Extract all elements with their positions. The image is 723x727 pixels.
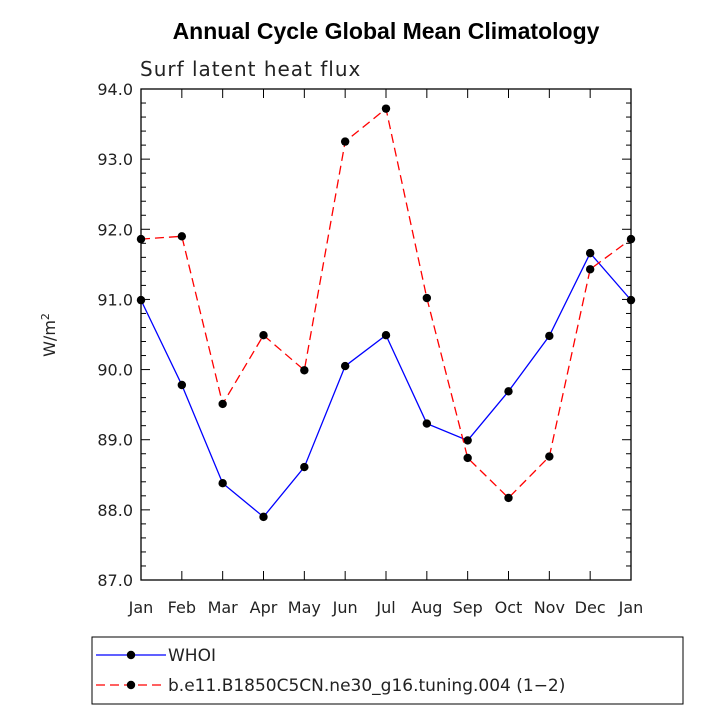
series-2-point-3	[218, 399, 227, 409]
series-2-point-12	[585, 265, 595, 274]
series-1-point-10	[504, 387, 513, 396]
series-2-point-4	[259, 331, 268, 340]
series-1-point-13	[626, 295, 636, 305]
series-1-point-6	[340, 361, 350, 371]
y-tick-label: 92.0	[97, 220, 133, 239]
series-2-point-1	[136, 234, 146, 244]
series-line-1	[140, 251, 632, 518]
chart-title: Annual Cycle Global Mean Climatology	[173, 18, 600, 44]
x-tick-label-apr: Apr	[250, 598, 278, 617]
x-tick-label-jun: Jun	[332, 598, 358, 617]
chart-subtitle: Surf latent heat flux	[140, 57, 361, 81]
y-tick-label: 87.0	[97, 571, 133, 590]
x-tick-label-mar: Mar	[208, 598, 239, 617]
series-1-point-12	[585, 248, 595, 258]
series-1-point-11	[545, 331, 554, 341]
x-tick-label-dec: Dec	[575, 598, 606, 617]
series-2-point-11	[545, 452, 554, 461]
y-tick-label: 89.0	[97, 431, 133, 450]
y-tick-label: 90.0	[97, 361, 133, 380]
y-tick-label: 94.0	[97, 80, 133, 99]
legend-marker-1	[126, 650, 136, 660]
series-1-point-4	[259, 512, 268, 522]
legend-label-1: WHOI	[168, 646, 216, 666]
y-tick-label: 93.0	[97, 150, 133, 169]
series-2-point-7	[381, 104, 391, 113]
legend: WHOI b.e11.B1850C5CN.ne30_g16.tuning.004 …	[91, 636, 684, 705]
series-1-point-2	[177, 380, 187, 390]
legend-label-2: b.e11.B1850C5CN.ne30_g16.tuning.004 (1−2…	[168, 676, 565, 696]
legend-box	[91, 636, 684, 705]
series-1-point-1	[136, 295, 146, 305]
y-tick-label: 91.0	[97, 290, 133, 309]
y-axis-label-unit: W/m	[40, 320, 59, 357]
series-2-point-6	[340, 137, 350, 146]
y-tick-label: 88.0	[97, 501, 133, 520]
series-2-point-2	[177, 232, 187, 241]
x-tick-label-jul: Jul	[375, 598, 395, 617]
series-2-point-10	[504, 493, 513, 503]
series-2-point-5	[300, 366, 309, 375]
x-tick-label-jan: Jan	[618, 598, 644, 617]
series-2-point-13	[626, 234, 636, 244]
plot-area: 87.0 88.0 89.0 90.0 91.0 92.0 93.0 94.0 Jan Feb Ma…	[97, 80, 643, 617]
series-1-point-3	[218, 479, 227, 488]
x-tick-label-sep: Sep	[453, 598, 483, 617]
x-tick-label-feb: Feb	[168, 598, 196, 617]
series-2-point-9	[463, 453, 472, 463]
series-1-point-8	[422, 419, 432, 428]
y-axis-label-superscript: 2	[39, 313, 52, 320]
y-axis-label: W/m2	[39, 313, 59, 357]
x-tick-label-oct: Oct	[495, 598, 523, 617]
series-2-point-8	[422, 293, 432, 303]
x-tick-label-may: May	[288, 598, 321, 617]
x-tick-label-nov: Nov	[534, 598, 565, 617]
series-line-2	[140, 107, 632, 499]
series-1-point-9	[463, 436, 472, 445]
series-1-point-7	[381, 331, 391, 340]
x-tick-label-aug: Aug	[411, 598, 442, 617]
series-1-point-5	[300, 462, 309, 472]
legend-marker-2	[126, 680, 136, 690]
x-tick-label-jan: Jan	[128, 598, 154, 617]
